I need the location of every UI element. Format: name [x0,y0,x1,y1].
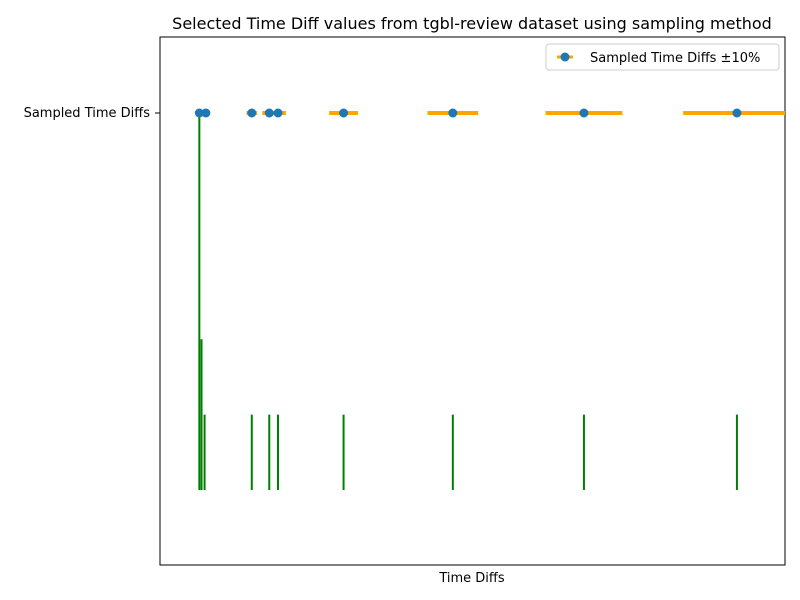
plot-area [159,36,786,566]
y-tick-label: Sampled Time Diffs [24,106,151,121]
data-point [194,108,204,118]
chart-title: Selected Time Diff values from tgbl-revi… [172,14,772,33]
axes-frame [159,36,786,566]
legend-label: Sampled Time Diffs ±10% [590,51,760,66]
data-point [339,108,349,118]
legend: Sampled Time Diffs ±10% [545,43,780,71]
legend-marker-swatch [560,52,570,62]
histogram-layer [198,113,738,490]
data-point [247,108,257,118]
legend-box [545,43,780,71]
data-point [201,108,211,118]
x-axis-label: Time Diffs [438,571,505,586]
data-point [579,108,589,118]
data-point [732,108,742,118]
data-point [273,108,283,118]
data-point [448,108,458,118]
points-layer [194,108,742,118]
data-point [264,108,274,118]
